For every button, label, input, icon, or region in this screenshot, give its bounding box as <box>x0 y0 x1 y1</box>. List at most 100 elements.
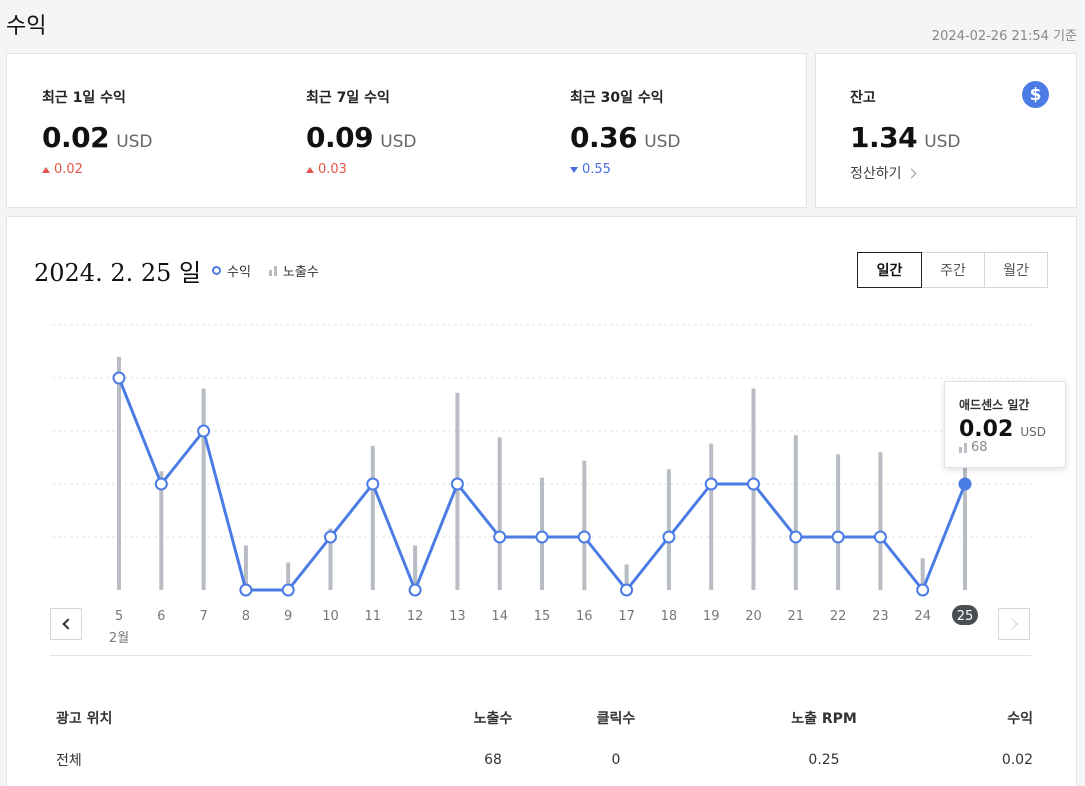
impression-bar <box>370 445 375 590</box>
x-tick-label: 22 <box>830 609 847 624</box>
balance-value: 1.34 USD <box>850 121 961 154</box>
stat-label: 최근 30일 수익 <box>570 90 664 106</box>
table-header: 광고 위치 <box>56 711 113 727</box>
stat-value: 0.09 USD <box>306 121 417 154</box>
legend-revenue: 수익 <box>212 261 251 280</box>
x-tick-label: 8 <box>242 609 250 624</box>
bar-chart-icon <box>268 265 277 276</box>
tooltip-title: 애드센스 일간 <box>959 398 1030 412</box>
as-of-timestamp: 2024-02-26 21:54 기준 <box>931 29 1077 44</box>
chart-date: 2024. 2. 25 일 <box>34 259 202 287</box>
x-tick-label: 15 <box>534 609 551 624</box>
table-cell: 68 <box>350 752 650 768</box>
page-title: 수익 <box>6 14 47 39</box>
stat-7day: 최근 7일 수익 0.09 USD 0.03 <box>306 87 417 177</box>
table-header: 수익 <box>1007 711 1033 727</box>
settle-label: 정산하기 <box>850 166 902 182</box>
triangle-up-icon <box>306 166 314 173</box>
revenue-point <box>620 583 634 597</box>
stat-unit: USD <box>380 132 417 152</box>
tooltip-number: 0.02 <box>959 417 1014 442</box>
impression-bar <box>243 545 248 590</box>
revenue-point <box>916 583 930 597</box>
stat-30day: 최근 30일 수익 0.36 USD 0.55 <box>570 87 681 177</box>
impression-bar <box>582 460 587 590</box>
dollar-icon: $ <box>1022 81 1049 108</box>
bar-chart-icon <box>959 442 967 453</box>
impression-bar <box>878 452 883 590</box>
revenue-point <box>324 530 337 544</box>
table-cell-value: 68 <box>484 752 502 768</box>
table-cell: 전체 <box>56 753 82 769</box>
impression-bar <box>201 388 206 590</box>
revenue-point <box>535 530 549 544</box>
revenue-point <box>154 477 168 491</box>
table-header-label: 노출수 <box>473 711 513 727</box>
tab-monthly[interactable]: 월간 <box>984 253 1047 287</box>
impression-bar <box>793 435 798 590</box>
stat-delta: 0.03 <box>306 162 417 177</box>
stat-delta: 0.55 <box>570 162 681 177</box>
revenue-point <box>366 477 380 491</box>
chart-tooltip: 애드센스 일간 0.02 USD 68 <box>944 381 1066 468</box>
chevron-right-icon <box>906 168 916 178</box>
chevron-right-icon <box>1006 618 1018 630</box>
stat-label: 최근 7일 수익 <box>306 90 390 106</box>
x-tick-label: 12 <box>407 609 424 624</box>
x-tick-label: 21 <box>788 609 805 624</box>
placement-table: 광고 위치 노출수 클릭수 노출 RPM 수익 전체 68 0 0.25 0.0… <box>50 697 1033 781</box>
table-header: 노출 RPM <box>791 711 857 727</box>
impression-bar <box>920 558 925 590</box>
x-tick-label: 13 <box>449 609 466 624</box>
table-row: 전체 68 0 0.25 0.02 <box>50 739 1033 781</box>
stat-value: 0.36 USD <box>570 121 681 154</box>
revenue-point <box>239 583 253 597</box>
revenue-point <box>958 477 972 491</box>
tooltip-impressions: 68 <box>959 440 1051 455</box>
legend-impressions: 노출수 <box>268 261 319 280</box>
x-tick-label: 7 <box>199 609 207 624</box>
impression-bar <box>963 445 967 590</box>
revenue-point <box>197 424 211 438</box>
revenue-point <box>873 530 887 544</box>
legend-revenue-label: 수익 <box>227 265 251 280</box>
revenue-point <box>450 477 464 491</box>
x-tick-label: 25 <box>957 609 974 624</box>
tab-weekly[interactable]: 주간 <box>921 253 984 287</box>
table-cell: 0.02 <box>1001 752 1033 768</box>
x-tick-label: 11 <box>365 609 382 624</box>
stat-delta: 0.02 <box>42 162 153 177</box>
table-header-row: 광고 위치 노출수 클릭수 노출 RPM 수익 <box>50 697 1033 739</box>
x-tick-label: 17 <box>618 609 635 624</box>
triangle-up-icon <box>42 166 50 173</box>
stat-unit: USD <box>116 132 153 152</box>
settle-link[interactable]: 정산하기 <box>850 163 961 183</box>
revenue-summary-card: 최근 1일 수익 0.02 USD 0.02 최근 7일 수익 0.09 USD… <box>6 53 807 208</box>
x-tick-label: 19 <box>703 609 720 624</box>
x-tick-label: 24 <box>914 609 931 624</box>
impression-bar <box>159 471 164 590</box>
revenue-point <box>789 530 803 544</box>
stat-delta-value: 0.03 <box>318 162 347 177</box>
x-tick-label: 5 <box>115 609 123 624</box>
impression-bar <box>413 545 418 590</box>
next-period-button[interactable] <box>998 608 1030 640</box>
x-tick-label: 6 <box>157 609 165 624</box>
tooltip-value: 0.02 USD <box>959 417 1051 442</box>
revenue-chart: 5 6 7 8 9 10 11 12 13 14 15 16 17 18 19 20 21 22 23 24 25 2월 <box>52 324 1032 646</box>
legend-impressions-label: 노출수 <box>282 265 319 280</box>
revenue-point <box>662 530 676 544</box>
revenue-point <box>831 530 845 544</box>
stat-delta-value: 0.02 <box>54 162 83 177</box>
revenue-point <box>493 530 507 544</box>
tooltip-unit: USD <box>1020 425 1047 439</box>
revenue-point <box>704 477 718 491</box>
triangle-down-icon <box>570 166 578 173</box>
chart-legend: 수익 노출수 <box>212 261 319 280</box>
stat-number: 0.09 <box>306 121 374 154</box>
table-header: 클릭수 <box>596 711 636 727</box>
prev-period-button[interactable] <box>50 608 82 640</box>
balance-number: 1.34 <box>850 121 918 154</box>
stat-label: 최근 1일 수익 <box>42 90 126 106</box>
tab-daily[interactable]: 일간 <box>857 252 922 288</box>
